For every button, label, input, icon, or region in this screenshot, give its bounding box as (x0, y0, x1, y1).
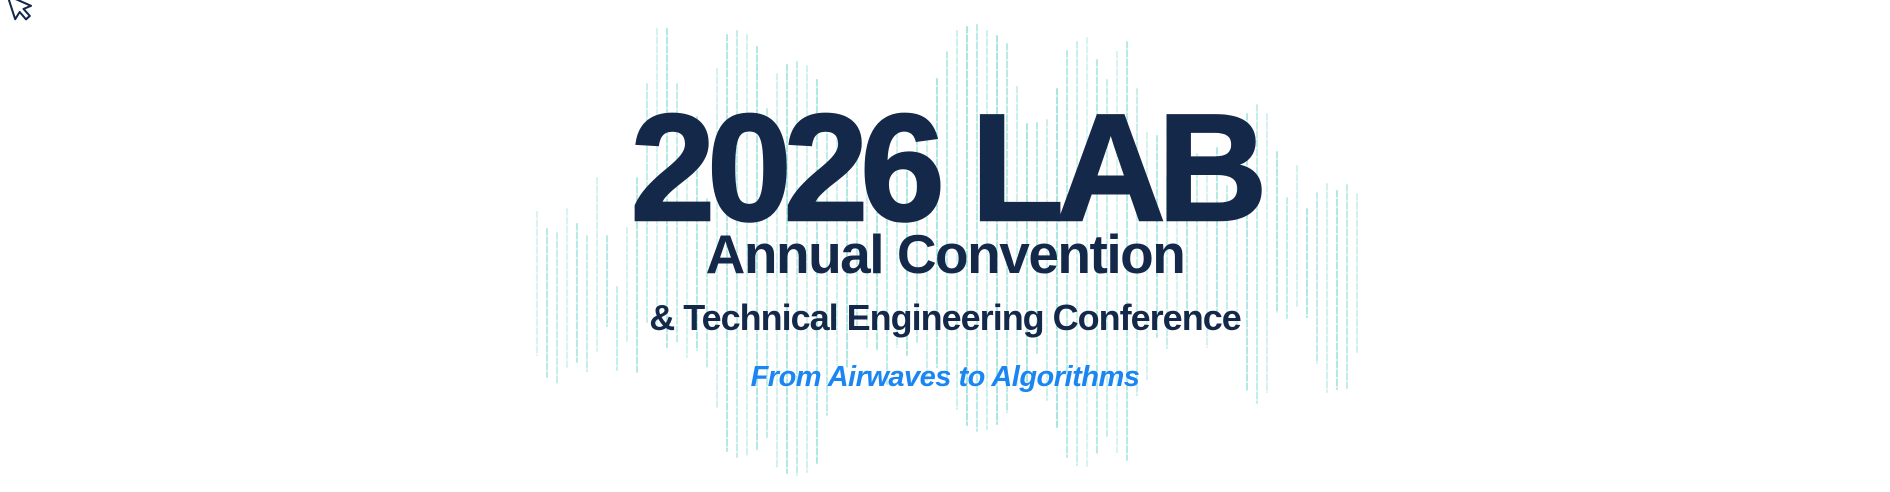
waveform-bar (1266, 113, 1269, 393)
waveform-bar (1316, 192, 1319, 364)
waveform-bar (1226, 184, 1229, 328)
waveform-bar (1046, 119, 1049, 401)
waveform-bar (556, 232, 559, 384)
waveform-bar (1176, 165, 1179, 315)
waveform-bar (866, 188, 869, 348)
waveform-bar (1036, 122, 1039, 354)
waveform-bar (1346, 183, 1349, 389)
waveform-bar (696, 115, 699, 351)
waveform-bar (1276, 151, 1279, 313)
banner-tagline: From Airwaves to Algorithms (750, 361, 1140, 393)
waveform-bar (826, 116, 829, 416)
banner-title: 2026 LAB (629, 83, 1268, 253)
waveform-bar (1186, 193, 1189, 323)
waveform-bar (1076, 40, 1079, 466)
banner-subtitle-line1: Annual Convention (705, 223, 1186, 285)
waveform-bar (576, 223, 579, 363)
waveform-bar (1146, 132, 1149, 380)
waveform-bar (586, 234, 589, 372)
waveform-bar (686, 148, 689, 358)
waveform-bar (776, 72, 779, 468)
waveform-bar (836, 120, 839, 366)
banner-subtitle-line2: & Technical Engineering Conference (649, 297, 1241, 338)
waveform-bar (716, 68, 719, 408)
waveform-bar (1026, 123, 1029, 385)
waveform-bar (1296, 165, 1299, 307)
waveform-bar (756, 45, 759, 451)
waveform-bar (1326, 183, 1329, 393)
waveform-bar (1286, 197, 1289, 319)
waveform-bar (766, 108, 769, 438)
waveform-bar (926, 135, 929, 381)
waveform-bar (596, 176, 599, 352)
waveform-bar (1016, 86, 1019, 386)
waveform-bar (856, 140, 859, 326)
waveform-bar (1356, 193, 1359, 353)
waveform-bar (1106, 79, 1109, 437)
waveform-bar (1306, 208, 1309, 318)
waveform-bar (786, 64, 789, 474)
waveform-bar (636, 177, 639, 373)
waveform-bar (886, 119, 889, 385)
waveform-bar (1096, 58, 1099, 454)
waveform-bar (816, 78, 819, 464)
waveform-bar (896, 112, 899, 348)
waveform-bar (1086, 37, 1089, 467)
waveform-bar (1206, 158, 1209, 348)
waveform-bar (876, 125, 879, 351)
waveform-bar (1116, 51, 1119, 453)
waveform-bar (666, 28, 669, 348)
waveform-bar (806, 65, 809, 473)
waveform-bar (746, 34, 749, 456)
waveform-bar (606, 235, 609, 327)
waveform-bar (996, 35, 999, 425)
waveform-bar (1156, 134, 1159, 338)
waveform-bar (1006, 43, 1009, 413)
waveform-bar (566, 208, 569, 368)
waveform-bar (656, 28, 659, 328)
waveform-bar (626, 226, 629, 342)
waveform-bar (916, 137, 919, 343)
waveform-bar (796, 60, 799, 476)
waveform-bar (1056, 88, 1059, 428)
waveform-bar (676, 83, 679, 343)
mouse-pointer-icon (5, 0, 40, 33)
waveform-bar (546, 228, 549, 378)
waveform-bar (1126, 41, 1129, 461)
waveform-bar (616, 285, 619, 371)
waveform-bar (536, 210, 539, 356)
waveform-bar (1236, 147, 1239, 329)
waveform-bar (1336, 190, 1339, 390)
waveform-bar (936, 78, 939, 368)
waveform-bar (846, 152, 849, 368)
waveform-bar (1216, 147, 1219, 317)
waveform-bar (1166, 175, 1169, 349)
waveform-bar (1256, 104, 1259, 404)
waveform-bar (736, 30, 739, 458)
waveform-bar (646, 83, 649, 323)
waveform-bar (1066, 50, 1069, 458)
waveform-bar (956, 30, 959, 410)
waveform-bar (1196, 153, 1199, 315)
waveform-bar (1246, 113, 1249, 391)
waveform-bar (986, 30, 989, 430)
waveform-bar (966, 26, 969, 426)
waveform-bar (1136, 88, 1139, 396)
waveform-bar (906, 170, 909, 356)
waveform-bar (726, 34, 729, 452)
waveform-bar (976, 24, 979, 432)
waveform-bar (946, 50, 949, 386)
waveform-bar (706, 198, 709, 368)
